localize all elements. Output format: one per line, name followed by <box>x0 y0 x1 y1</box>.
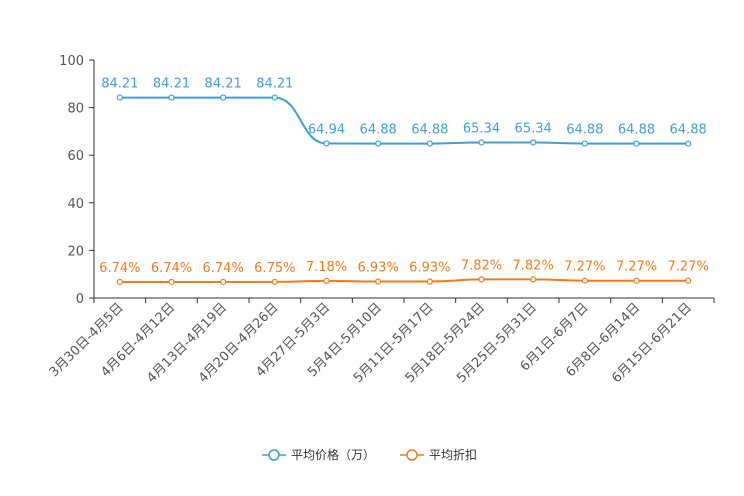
series-1-point[interactable] <box>116 278 123 286</box>
series-0-data-label: 64.88 <box>360 123 397 138</box>
series-line-1 <box>119 278 689 283</box>
y-tick-label: 40 <box>67 197 84 212</box>
series-1-point[interactable] <box>323 277 330 285</box>
series-0-point[interactable] <box>685 140 692 147</box>
series-1-data-label: 7.27% <box>668 260 709 275</box>
series-1-point[interactable] <box>581 277 588 284</box>
series-0-data-label: 64.88 <box>670 123 707 138</box>
series-1-data-label: 7.82% <box>461 258 502 273</box>
series-0-data-label: 64.94 <box>308 122 345 137</box>
legend-item-0[interactable]: 平均价格（万） <box>262 447 375 462</box>
series-1-data-label: 6.74% <box>99 261 140 276</box>
series-1-data-label: 6.93% <box>409 261 450 276</box>
series-1-data-label: 6.93% <box>358 261 399 276</box>
series-1-point[interactable] <box>530 276 537 283</box>
legend-circle-icon <box>268 449 280 461</box>
series-1-data-label: 7.27% <box>616 260 657 275</box>
series-1-data-label: 6.75% <box>254 261 295 276</box>
y-tick-label: 0 <box>76 292 84 307</box>
series-0-data-label: 65.34 <box>515 121 552 136</box>
series-0-point[interactable] <box>478 139 485 146</box>
y-tick-label: 60 <box>67 149 84 164</box>
legend-item-1[interactable]: 平均折扣 <box>400 447 477 462</box>
series-1-data-label: 7.18% <box>306 260 347 275</box>
series-1-point[interactable] <box>220 278 227 286</box>
series-0-data-label: 64.88 <box>618 123 655 138</box>
series-1-point[interactable] <box>271 278 278 286</box>
series-0-point[interactable] <box>633 140 640 147</box>
series-0-data-label: 84.21 <box>256 77 293 92</box>
series-0-data-label: 84.21 <box>101 77 138 92</box>
series-1-point[interactable] <box>426 278 433 285</box>
series-0-point[interactable] <box>581 140 588 147</box>
series-0-point[interactable] <box>530 139 537 146</box>
series-1-point[interactable] <box>478 276 485 283</box>
series-0-point[interactable] <box>375 140 382 147</box>
series-0-point[interactable] <box>271 94 278 101</box>
y-tick-label: 20 <box>67 244 84 259</box>
series-1-point[interactable] <box>168 278 175 286</box>
series-0-data-label: 84.21 <box>205 77 242 92</box>
series-0-data-label: 64.88 <box>566 123 603 138</box>
legend-label: 平均价格（万） <box>291 447 375 462</box>
y-tick-label: 100 <box>59 54 84 69</box>
series-0-point[interactable] <box>116 94 123 101</box>
series-0-point[interactable] <box>323 140 330 147</box>
legend-circle-icon <box>406 449 418 461</box>
series-0-point[interactable] <box>168 94 175 101</box>
series-0-point[interactable] <box>426 140 433 147</box>
series-1-data-label: 6.74% <box>203 261 244 276</box>
series-1-point[interactable] <box>633 277 640 284</box>
y-tick-label: 80 <box>67 102 84 117</box>
series-1-data-label: 6.74% <box>151 261 192 276</box>
series-0-point[interactable] <box>220 94 227 101</box>
series-0-data-label: 64.88 <box>411 123 448 138</box>
series-0-data-label: 84.21 <box>153 77 190 92</box>
series-1-point[interactable] <box>375 278 382 285</box>
series-1-data-label: 7.27% <box>564 260 605 275</box>
series-0-data-label: 65.34 <box>463 121 500 136</box>
series-1-data-label: 7.82% <box>513 258 554 273</box>
legend-label: 平均折扣 <box>429 447 477 462</box>
series-1-point[interactable] <box>685 277 692 284</box>
